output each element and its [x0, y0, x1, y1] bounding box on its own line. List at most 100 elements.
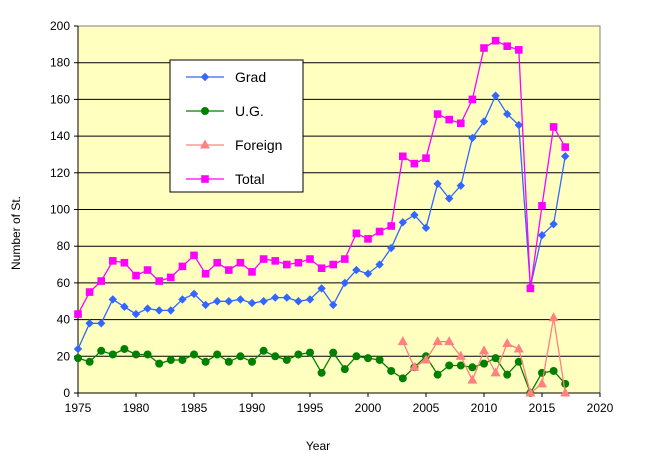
- x-tick-label: 1980: [123, 401, 150, 415]
- data-point-grad: [549, 219, 558, 229]
- data-point-total: [457, 119, 465, 128]
- y-tick-label: 0: [63, 386, 70, 400]
- data-point-u-g: [561, 379, 570, 388]
- data-point-total: [375, 227, 384, 236]
- data-point-grad: [445, 194, 454, 203]
- data-point-grad: [561, 152, 570, 161]
- data-point-u-g: [259, 346, 268, 355]
- data-point-u-g: [329, 348, 338, 357]
- x-tick-label: 2000: [355, 401, 382, 415]
- data-point-u-g: [178, 355, 187, 364]
- data-point-total: [283, 260, 291, 269]
- data-point-u-g: [364, 354, 372, 363]
- data-point-total: [120, 258, 129, 267]
- x-tick-label: 1975: [65, 401, 92, 415]
- data-point-grad: [294, 297, 303, 306]
- data-point-u-g: [224, 357, 233, 366]
- data-point-total: [433, 110, 442, 118]
- data-point-total: [410, 159, 419, 168]
- data-point-total: [399, 152, 407, 161]
- data-point-grad: [305, 295, 315, 304]
- data-point-total: [213, 258, 221, 267]
- data-point-grad: [73, 344, 83, 354]
- data-point-grad: [201, 300, 210, 310]
- data-point-grad: [213, 297, 222, 306]
- data-point-u-g: [352, 352, 361, 361]
- data-point-u-g: [445, 361, 454, 370]
- data-point-u-g: [85, 357, 94, 366]
- series-grad: [73, 91, 570, 354]
- data-point-grad: [433, 179, 442, 189]
- data-point-total: [526, 284, 535, 293]
- legend-marker-u-g: [201, 107, 209, 115]
- data-point-grad: [398, 218, 407, 227]
- x-tick-label: 2015: [529, 401, 556, 415]
- data-point-grad: [271, 293, 280, 302]
- data-point-total: [341, 255, 349, 263]
- data-point-foreign: [513, 343, 524, 353]
- series-u-g: [74, 344, 570, 397]
- data-point-grad: [178, 295, 187, 304]
- series-group: [73, 36, 571, 397]
- y-tick-label: 60: [57, 276, 71, 290]
- y-tick-label: 100: [50, 203, 70, 217]
- data-point-foreign: [444, 336, 455, 346]
- data-point-grad: [247, 298, 257, 308]
- legend-label-grad: Grad: [235, 69, 266, 85]
- data-point-foreign: [409, 361, 420, 371]
- data-point-grad: [514, 120, 523, 130]
- data-point-total: [74, 310, 82, 318]
- data-point-u-g: [503, 370, 512, 379]
- data-point-total: [190, 251, 198, 260]
- data-point-total: [294, 258, 303, 267]
- data-point-grad: [85, 319, 94, 328]
- x-tick-label: 2005: [413, 401, 440, 415]
- data-point-total: [491, 36, 500, 45]
- y-tick-label: 140: [50, 129, 70, 143]
- data-point-total: [352, 229, 361, 238]
- data-point-u-g: [271, 352, 280, 361]
- data-point-total: [132, 271, 140, 280]
- data-point-grad: [131, 309, 141, 319]
- data-point-grad: [456, 181, 465, 190]
- data-point-u-g: [306, 348, 314, 357]
- data-point-total: [155, 277, 163, 285]
- data-point-u-g: [468, 363, 477, 372]
- data-point-u-g: [387, 366, 396, 375]
- data-point-grad: [375, 260, 384, 269]
- data-point-total: [317, 264, 326, 273]
- data-point-grad: [97, 319, 106, 328]
- data-point-u-g: [97, 346, 106, 355]
- series-foreign: [397, 312, 571, 397]
- y-tick-label: 160: [50, 92, 70, 106]
- x-tick-label: 1985: [181, 401, 208, 415]
- y-axis-title: Number of St.: [9, 196, 23, 270]
- data-point-u-g: [375, 355, 384, 364]
- data-point-grad: [143, 304, 152, 313]
- data-point-total: [503, 42, 511, 50]
- data-point-foreign: [467, 374, 478, 384]
- data-point-grad: [352, 265, 361, 275]
- data-point-total: [225, 266, 233, 274]
- legend-label-total: Total: [235, 171, 265, 187]
- x-tick-label: 1995: [297, 401, 324, 415]
- data-point-foreign: [560, 387, 571, 397]
- data-point-grad: [329, 300, 338, 310]
- data-point-u-g: [74, 354, 82, 363]
- data-point-total: [109, 257, 117, 265]
- data-point-total: [271, 257, 279, 265]
- series-total: [74, 36, 569, 318]
- data-point-foreign: [479, 345, 489, 355]
- data-point-grad: [282, 293, 291, 302]
- y-tick-label: 20: [57, 349, 71, 363]
- data-point-u-g: [514, 357, 523, 366]
- data-point-total: [549, 123, 558, 131]
- data-point-total: [445, 115, 453, 124]
- data-point-grad: [491, 91, 500, 100]
- x-tick-label: 1990: [239, 401, 266, 415]
- data-point-total: [538, 202, 546, 210]
- x-axis-title: Year: [306, 439, 330, 453]
- data-point-u-g: [491, 354, 500, 363]
